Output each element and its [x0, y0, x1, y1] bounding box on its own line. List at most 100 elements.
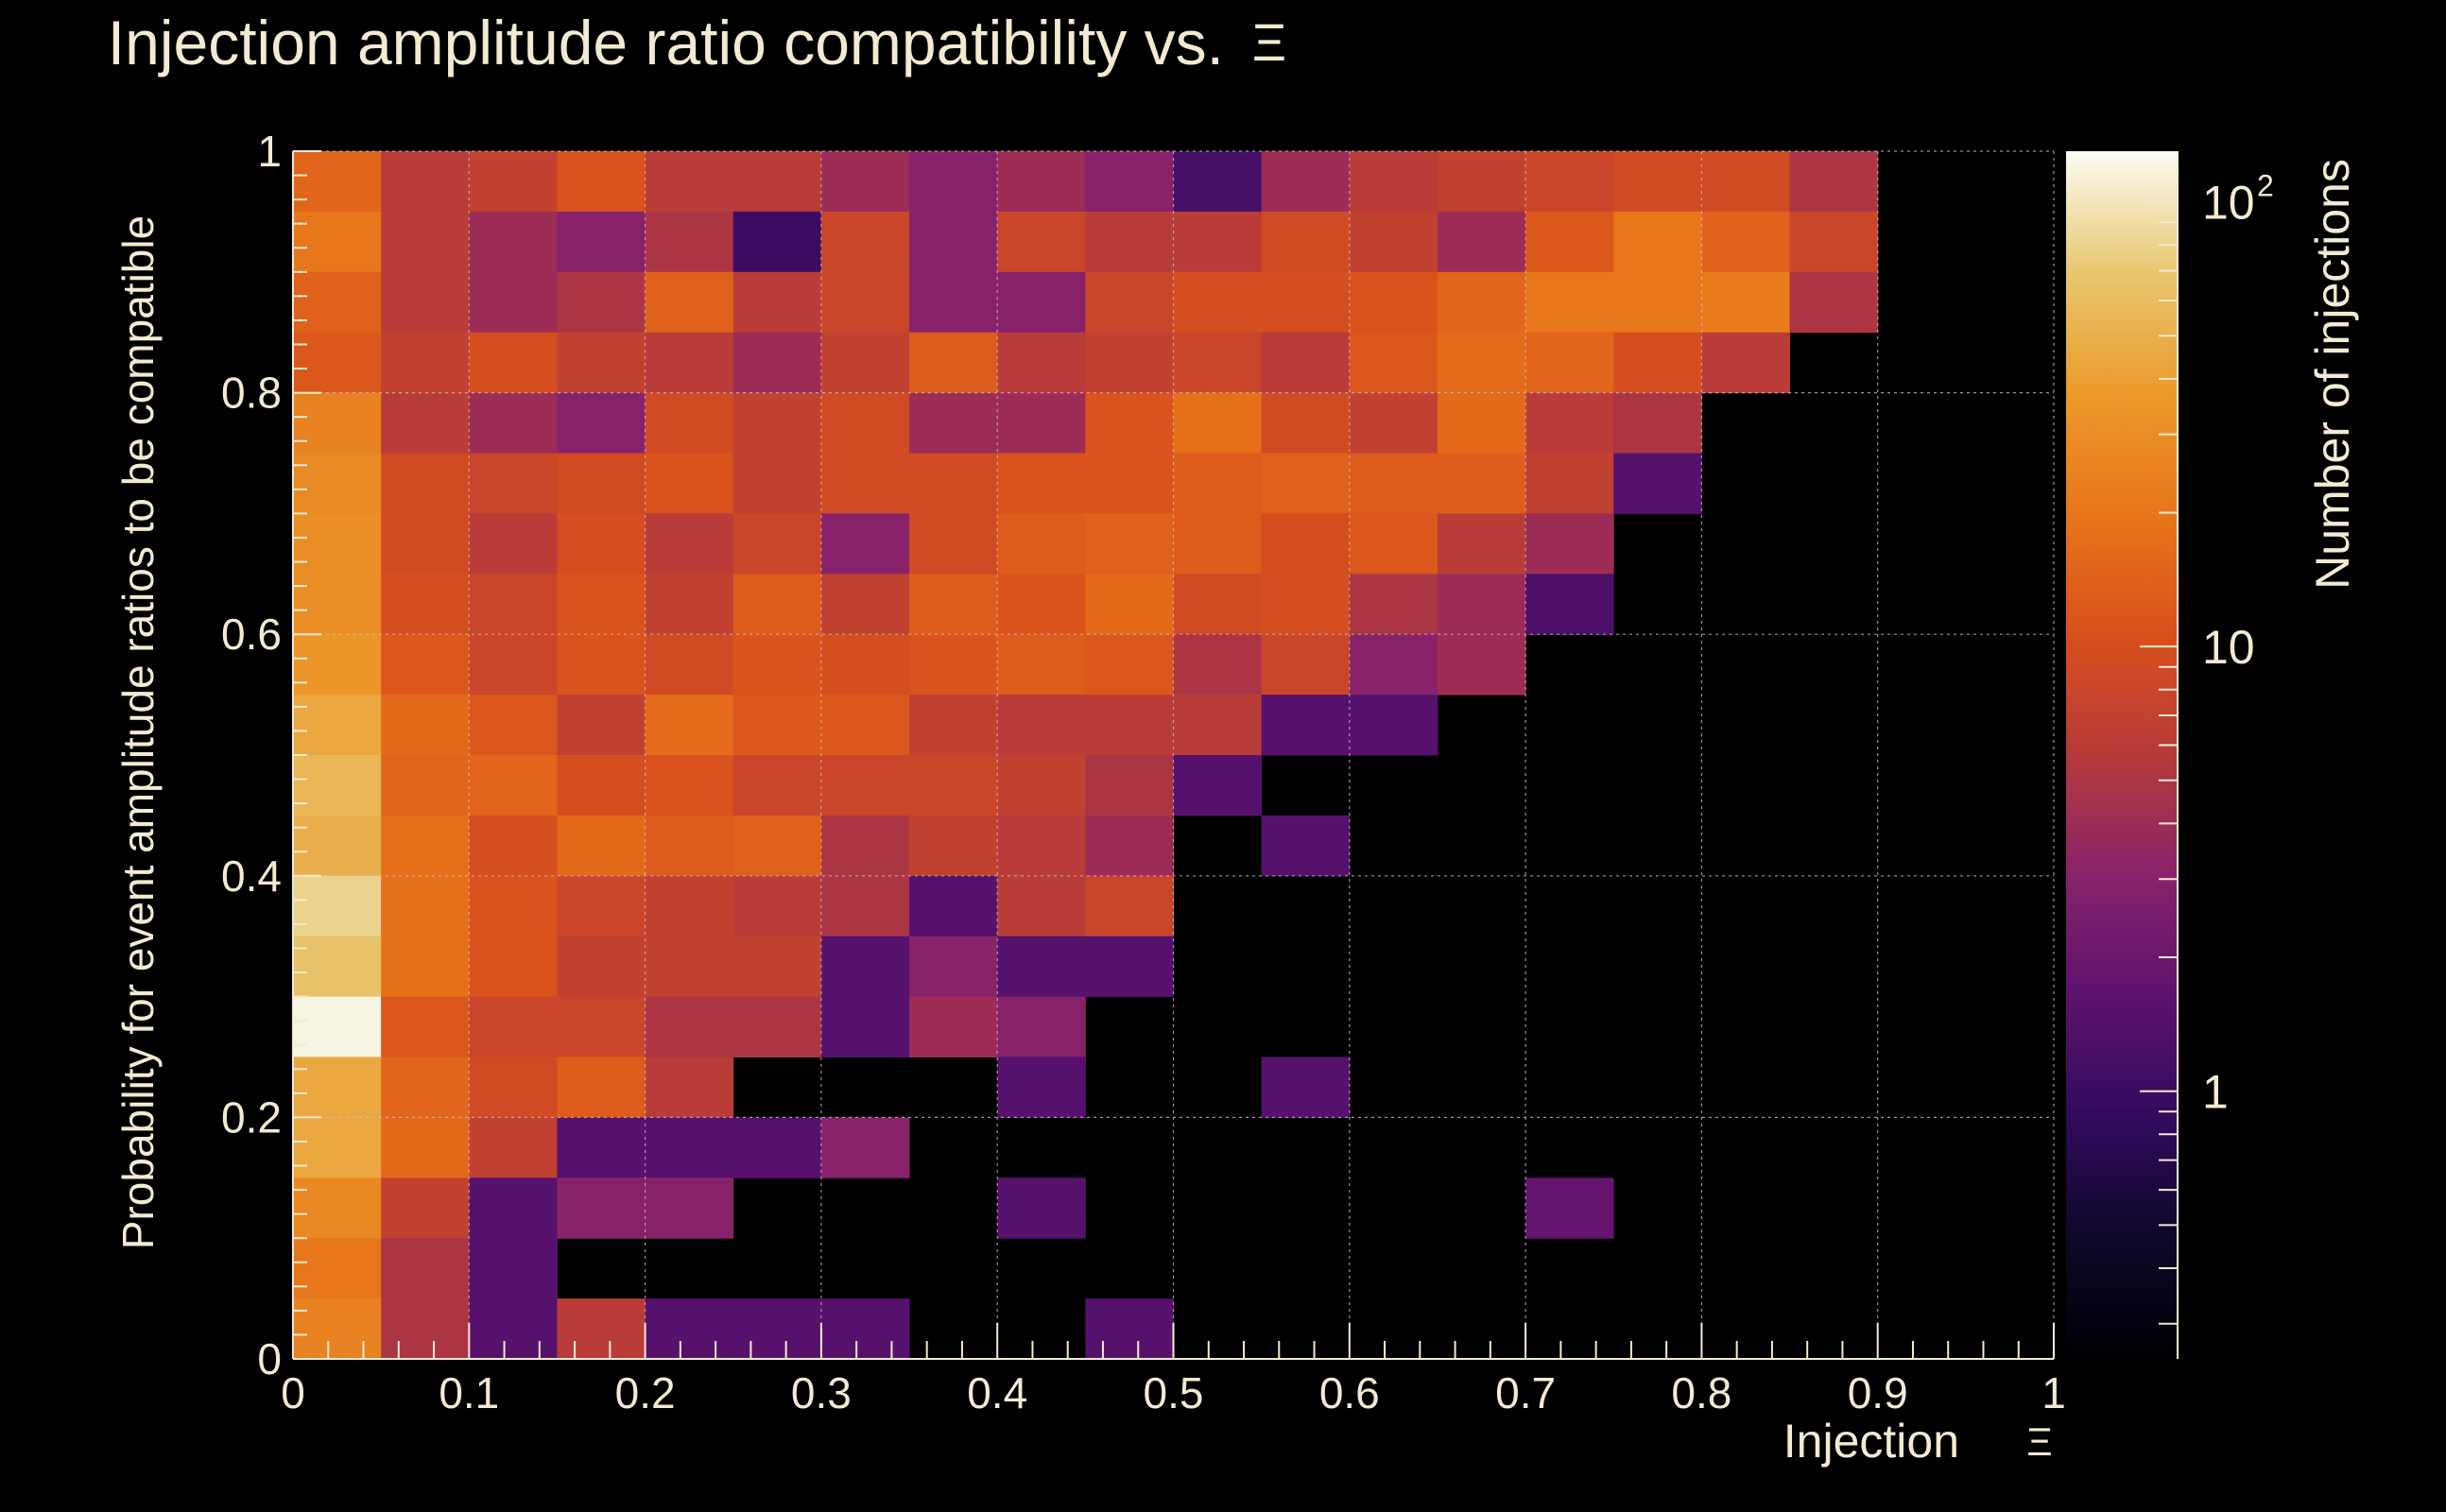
heatmap-cell — [1349, 332, 1438, 394]
x-tick-label: 0.8 — [1671, 1368, 1731, 1418]
heatmap-cell — [1261, 574, 1351, 635]
heatmap-cell — [381, 1177, 470, 1239]
heatmap-cell — [820, 1117, 910, 1178]
colorbar — [2066, 151, 2178, 1359]
heatmap-cell — [381, 755, 470, 816]
heatmap-cell — [645, 815, 734, 877]
heatmap-cell — [645, 392, 734, 454]
heatmap-cell — [732, 815, 822, 877]
heatmap-cell — [645, 1177, 734, 1239]
heatmap-cell — [732, 996, 822, 1057]
heatmap-cell — [381, 574, 470, 635]
heatmap-cells — [293, 151, 1879, 1360]
heatmap-cell — [469, 634, 558, 696]
heatmap-cell — [1261, 332, 1351, 394]
heatmap-cell — [1085, 815, 1174, 877]
heatmap-cell — [381, 1298, 470, 1360]
x-tick-label: 0.4 — [967, 1368, 1027, 1418]
heatmap-cell — [997, 1057, 1086, 1118]
heatmap-cell — [469, 1117, 558, 1178]
heatmap-cell — [820, 936, 910, 998]
y-tick-label: 0.6 — [221, 610, 282, 659]
heatmap-cell — [1613, 151, 1702, 213]
colorbar-tick-label: 1 — [2202, 1066, 2229, 1119]
heatmap-cell — [1701, 271, 1791, 334]
heatmap-cell — [1261, 815, 1351, 877]
heatmap-cell — [732, 755, 822, 816]
heatmap-cell — [909, 875, 998, 937]
chart-title-symbol: Ξ — [1252, 12, 1286, 72]
heatmap-cell — [1261, 211, 1351, 273]
heatmap-cell — [645, 875, 734, 937]
heatmap-cell — [1613, 211, 1702, 273]
heatmap-cell — [381, 815, 470, 877]
heatmap-cell — [469, 875, 558, 937]
heatmap-cell — [381, 996, 470, 1057]
heatmap-cell — [469, 513, 558, 575]
heatmap-cell — [820, 875, 910, 937]
heatmap-cell — [557, 392, 646, 454]
heatmap-cell — [469, 392, 558, 454]
heatmap-cell — [820, 996, 910, 1057]
heatmap-cell — [909, 271, 998, 334]
heatmap-cell — [1085, 151, 1174, 213]
heatmap-cell — [1437, 211, 1526, 273]
heatmap-cell — [469, 574, 558, 635]
heatmap-cell — [820, 151, 910, 213]
heatmap-cell — [1173, 695, 1263, 756]
heatmap-cell — [1349, 695, 1438, 756]
heatmap-cell — [1437, 332, 1526, 394]
heatmap-cell — [1701, 332, 1791, 394]
heatmap-cell — [1349, 392, 1438, 454]
heatmap-cell — [557, 332, 646, 394]
heatmap-cell — [1437, 513, 1526, 575]
heatmap-cell — [1261, 151, 1351, 213]
heatmap-cell — [1525, 1177, 1614, 1239]
heatmap-cell — [1349, 271, 1438, 334]
x-tick-label: 0.9 — [1848, 1368, 1908, 1418]
heatmap-cell — [1085, 695, 1174, 756]
heatmap-cell — [732, 271, 822, 334]
heatmap-cell — [1085, 574, 1174, 635]
heatmap-cell — [293, 815, 382, 877]
heatmap-cell — [469, 936, 558, 998]
heatmap-cell — [997, 513, 1086, 575]
heatmap-cell — [1085, 634, 1174, 696]
heatmap-cell — [381, 634, 470, 696]
heatmap-cell — [1525, 271, 1614, 334]
chart-title-text: Injection amplitude ratio compatibility … — [108, 8, 1224, 77]
heatmap-cell — [997, 936, 1086, 998]
heatmap-cell — [1613, 271, 1702, 334]
heatmap-cell — [1613, 332, 1702, 394]
heatmap-cell — [1613, 453, 1702, 514]
heatmap-cell — [1789, 151, 1879, 213]
heatmap-cell — [557, 815, 646, 877]
heatmap-cell — [469, 211, 558, 273]
heatmap-cell — [469, 996, 558, 1057]
heatmap-cell — [1173, 513, 1263, 575]
x-tick-label: 0.6 — [1319, 1368, 1380, 1418]
heatmap-cell — [1085, 875, 1174, 937]
heatmap-cell — [1525, 151, 1614, 213]
heatmap-cell — [1613, 392, 1702, 454]
heatmap-cell — [469, 1057, 558, 1118]
heatmap-cell — [820, 513, 910, 575]
heatmap-cell — [732, 151, 822, 213]
heatmap-cell — [469, 453, 558, 514]
heatmap-cell — [381, 875, 470, 937]
heatmap-cell — [645, 271, 734, 334]
heatmap-cell — [1437, 271, 1526, 334]
heatmap-cell — [469, 271, 558, 334]
heatmap-cell — [820, 1298, 910, 1360]
heatmap-cell — [1173, 211, 1263, 273]
heatmap-cell — [909, 211, 998, 273]
heatmap-cell — [293, 151, 382, 213]
heatmap-cell — [732, 574, 822, 635]
heatmap-cell — [381, 392, 470, 454]
heatmap-cell — [997, 332, 1086, 394]
heatmap-cell — [1349, 151, 1438, 213]
heatmap-cell — [909, 574, 998, 635]
heatmap-cell — [1525, 332, 1614, 394]
heatmap-cell — [557, 513, 646, 575]
